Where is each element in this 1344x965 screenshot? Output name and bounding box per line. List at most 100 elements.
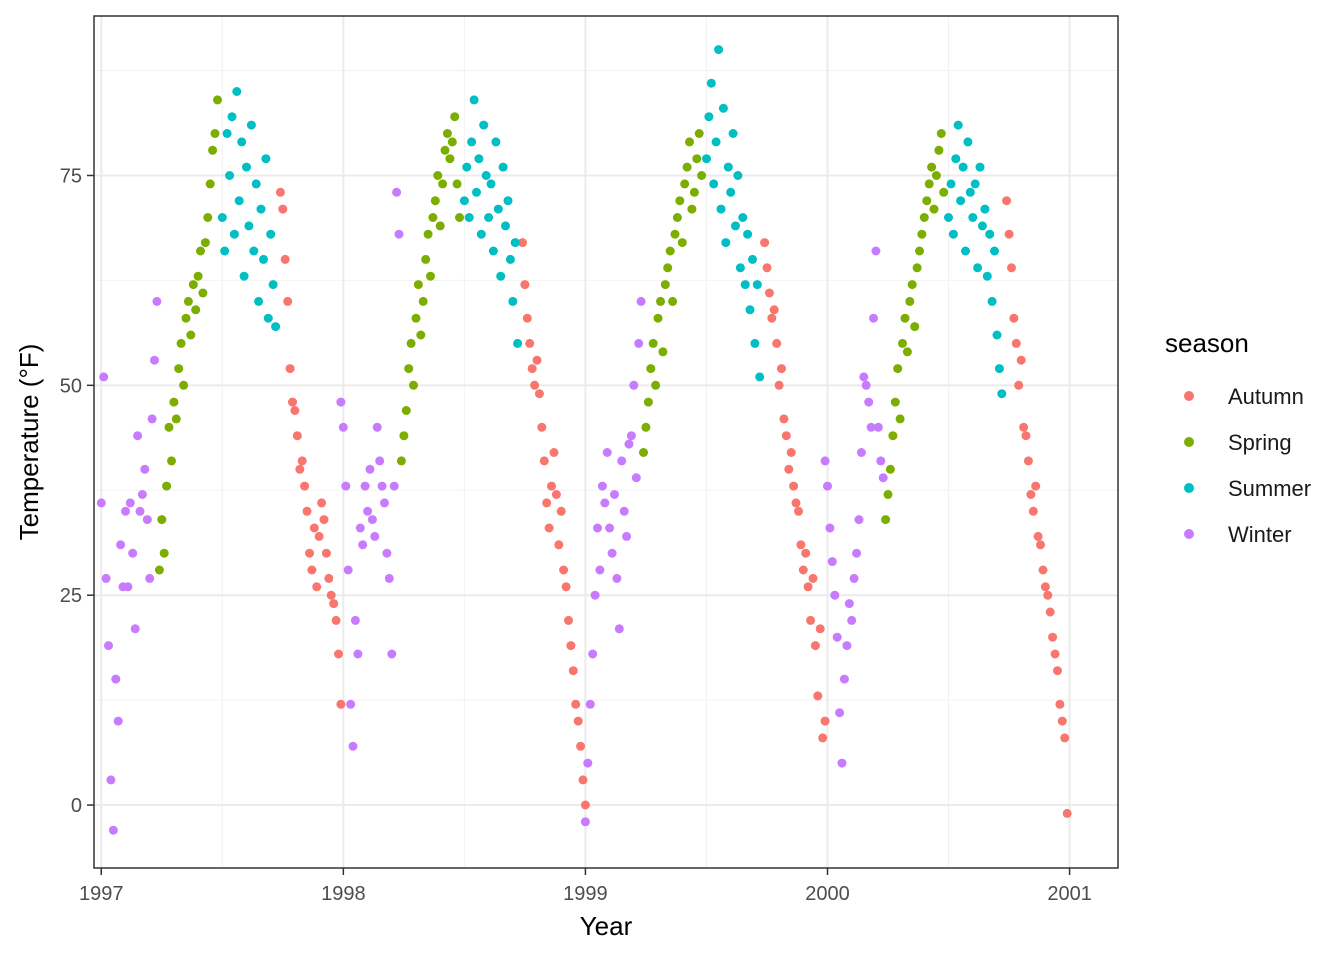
data-point (181, 313, 191, 323)
data-point (718, 103, 728, 113)
data-point (685, 137, 694, 147)
data-point (101, 573, 111, 583)
data-point (116, 540, 126, 550)
data-point (764, 288, 774, 298)
data-point (261, 154, 271, 164)
data-point (866, 422, 876, 432)
data-point (682, 162, 692, 172)
data-point (883, 490, 893, 499)
data-point (656, 296, 665, 306)
data-point (152, 296, 162, 306)
data-point (128, 548, 138, 558)
data-point (1043, 590, 1053, 600)
data-point (1028, 506, 1038, 516)
data-point (985, 229, 995, 239)
data-point (510, 238, 520, 248)
data-point (605, 523, 615, 533)
series-winter (96, 187, 888, 835)
data-point (324, 573, 334, 583)
data-point (634, 338, 644, 348)
data-point (154, 565, 164, 575)
data-point (798, 565, 808, 575)
data-point (423, 229, 433, 239)
data-point (290, 406, 300, 415)
data-point (307, 565, 317, 575)
data-point (561, 582, 571, 592)
data-point (503, 196, 513, 206)
data-point (428, 213, 438, 222)
data-point (1062, 808, 1072, 818)
data-point (1040, 582, 1050, 592)
data-point (150, 355, 159, 365)
data-point (387, 649, 397, 659)
data-point (731, 221, 740, 231)
data-point (743, 229, 753, 239)
data-point (367, 515, 377, 525)
data-point (1019, 422, 1029, 432)
data-point (442, 129, 452, 138)
data-point (157, 515, 167, 525)
data-point (488, 246, 498, 256)
data-point (593, 523, 602, 533)
data-point (244, 221, 254, 231)
data-point (789, 481, 799, 491)
data-point (931, 171, 941, 180)
data-point (847, 615, 857, 625)
x-tick-label: 1998 (321, 883, 366, 905)
data-point (205, 179, 215, 189)
data-point (285, 364, 295, 374)
data-point (447, 137, 457, 147)
data-point (104, 641, 113, 651)
x-tick-label: 1997 (79, 883, 124, 905)
data-point (433, 171, 443, 180)
data-point (786, 448, 796, 457)
data-point (334, 649, 343, 659)
data-point (174, 364, 184, 374)
data-point (823, 481, 832, 491)
data-point (856, 448, 866, 457)
data-point (133, 431, 143, 441)
data-point (646, 364, 656, 374)
data-point (939, 187, 949, 197)
data-point (196, 246, 205, 256)
x-tick-label: 2000 (805, 883, 850, 905)
data-point (956, 196, 966, 206)
data-point (358, 540, 368, 550)
data-point (355, 523, 365, 533)
data-point (534, 389, 544, 399)
data-point (1038, 565, 1048, 575)
data-point (670, 229, 680, 239)
data-point (421, 254, 431, 264)
data-point (917, 229, 927, 239)
data-point (711, 137, 721, 147)
data-point (382, 548, 392, 558)
data-point (997, 389, 1007, 399)
data-point (106, 775, 116, 785)
data-point (728, 129, 738, 138)
data-point (1033, 531, 1043, 541)
data-point (213, 95, 222, 105)
legend-label: Winter (1228, 522, 1292, 547)
data-point (752, 280, 762, 290)
data-point (745, 305, 755, 315)
data-point (336, 397, 346, 407)
data-point (360, 481, 370, 491)
data-point (859, 372, 869, 382)
data-point (806, 615, 816, 625)
data-point (702, 154, 711, 164)
data-point (167, 456, 176, 466)
data-point (176, 338, 186, 348)
y-tick-label: 75 (60, 165, 82, 187)
data-point (486, 179, 496, 189)
data-point (508, 296, 518, 306)
data-point (222, 129, 232, 138)
data-point (658, 347, 668, 357)
data-point (140, 464, 150, 474)
data-point (121, 506, 130, 516)
data-point (513, 338, 523, 348)
data-point (1026, 490, 1036, 499)
data-point (781, 431, 791, 441)
data-point (820, 716, 830, 726)
data-point (643, 397, 653, 407)
